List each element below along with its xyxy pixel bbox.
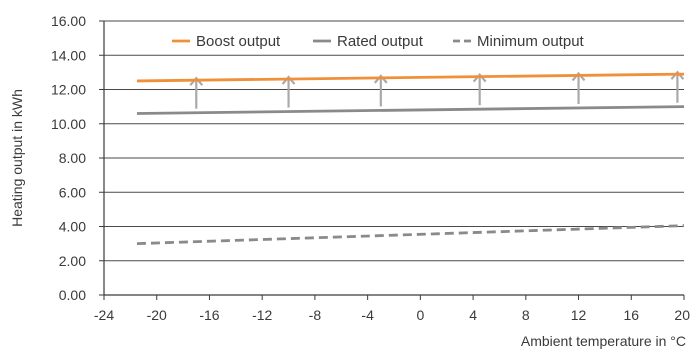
- arrow-head: [472, 72, 487, 83]
- y-tick-label: 0.00: [59, 287, 86, 303]
- x-tick-label: -20: [147, 307, 167, 323]
- x-tick-label: 16: [623, 307, 639, 323]
- y-tick-label: 6.00: [59, 184, 86, 200]
- x-tick-label: 0: [416, 307, 424, 323]
- up-arrow-icon: [670, 70, 685, 103]
- y-tick-label: 10.00: [51, 116, 86, 132]
- y-tick-label: 8.00: [59, 150, 86, 166]
- up-arrow-icon: [189, 76, 204, 109]
- legend-label: Boost output: [196, 33, 281, 50]
- x-tick-label: -12: [252, 307, 272, 323]
- arrow-head: [281, 75, 296, 85]
- legend-item: Minimum output: [453, 33, 585, 50]
- legend-label: Minimum output: [477, 33, 585, 50]
- up-arrow-icon: [571, 71, 586, 104]
- x-tick-label: 8: [522, 307, 530, 323]
- up-arrow-icon: [472, 72, 487, 106]
- x-tick-label: -8: [309, 307, 322, 323]
- arrow-head: [373, 74, 388, 84]
- up-arrow-icon: [281, 75, 296, 108]
- x-axis-label: Ambient temperature in °C: [521, 333, 686, 349]
- y-axis-label: Heating output in kWh: [9, 89, 25, 227]
- x-tick-label: -4: [361, 307, 374, 323]
- x-tick-label: 20: [674, 307, 690, 323]
- grid-lines: [104, 20, 684, 262]
- x-tick-label: 4: [469, 307, 477, 323]
- series-lines: [136, 72, 685, 246]
- y-tick-label: 12.00: [51, 82, 86, 98]
- arrow-head: [670, 70, 685, 80]
- legend: Boost output Rated output Minimum output: [172, 33, 585, 50]
- axes: 0.00 2.00 4.00 6.00 8.00 10.00 12.00 14.00 16.00…: [51, 13, 690, 323]
- series-line-boost-output: [136, 72, 685, 83]
- x-tick-label: 12: [571, 307, 587, 323]
- y-tick-label: 16.00: [51, 13, 86, 29]
- series-line-minimum-output: [136, 224, 685, 246]
- x-tick-label: -24: [94, 307, 114, 323]
- arrow-head: [189, 76, 204, 86]
- y-tick-label: 2.00: [59, 253, 86, 269]
- y-tick-label: 14.00: [51, 47, 86, 63]
- x-tick-label: -16: [199, 307, 219, 323]
- arrow-head: [571, 71, 586, 82]
- legend-item: Boost output: [172, 33, 281, 50]
- boost-arrows: [189, 70, 685, 109]
- y-tick-label: 4.00: [59, 219, 86, 235]
- up-arrow-icon: [373, 74, 388, 107]
- legend-label: Rated output: [337, 33, 424, 50]
- series-line-rated-output: [136, 105, 685, 115]
- legend-item: Rated output: [313, 33, 424, 50]
